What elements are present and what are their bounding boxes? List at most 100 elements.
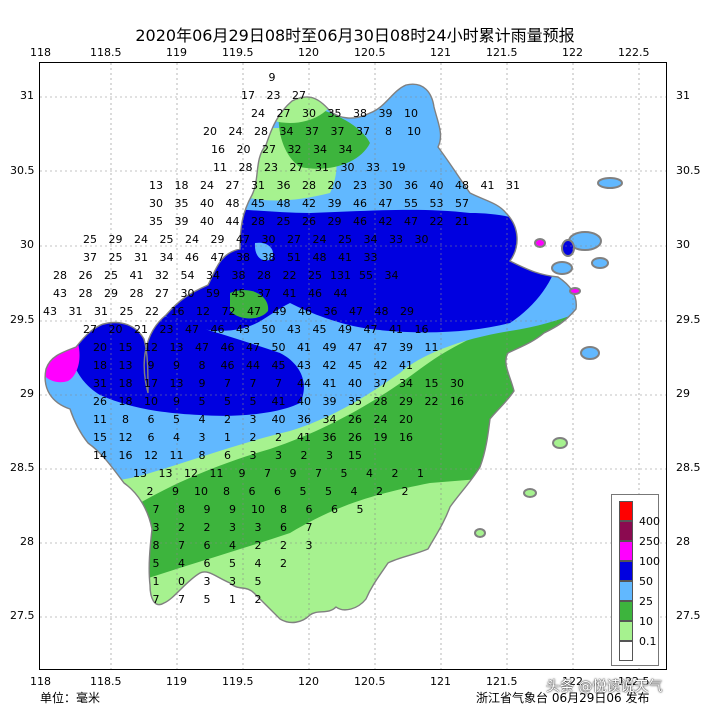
lat-tick-left: 27.5 [10, 609, 35, 622]
station-value: 11 [170, 449, 184, 462]
station-value: 34 [364, 233, 378, 246]
station-value: 1 [417, 467, 424, 480]
lat-tick-right: 28.5 [676, 461, 701, 474]
station-value: 30 [302, 107, 316, 120]
station-value: 42 [323, 359, 337, 372]
station-value: 10 [251, 503, 265, 516]
legend-swatch [619, 561, 633, 581]
station-value: 24 [200, 179, 214, 192]
island [523, 488, 537, 498]
station-value: 33 [389, 233, 403, 246]
station-value: 5 [250, 395, 257, 408]
lon-tick-bottom: 120 [298, 675, 319, 688]
station-value: 41 [399, 359, 413, 372]
station-value: 23 [264, 161, 278, 174]
station-value: 27 [155, 287, 169, 300]
station-value: 30 [415, 233, 429, 246]
legend-swatch [619, 641, 633, 661]
station-value: 1 [153, 575, 160, 588]
station-value: 16 [211, 143, 225, 156]
station-value: 20 [328, 179, 342, 192]
station-value: 32 [155, 269, 169, 282]
station-value: 55 [359, 269, 373, 282]
station-value: 18 [119, 377, 133, 390]
lat-tick-right: 29 [676, 387, 690, 400]
station-value: 23 [160, 323, 174, 336]
islands [474, 177, 623, 538]
station-value: 20 [109, 323, 123, 336]
station-value: 2 [204, 521, 211, 534]
station-value: 37 [356, 125, 370, 138]
map-frame: 9 17 23 27 24 27 30 35 38 39 10 20 24 28 34 37 37 37 8 10 16… [39, 62, 667, 670]
station-value: 3 [255, 521, 262, 534]
station-value: 47 [195, 341, 209, 354]
station-value: 28 [53, 269, 67, 282]
station-value: 5 [325, 485, 332, 498]
station-value: 11 [93, 413, 107, 426]
station-value: 9 [269, 71, 276, 84]
lat-tick-right: 30 [676, 238, 690, 251]
station-value: 14 [93, 449, 107, 462]
station-value: 47 [374, 341, 388, 354]
station-value: 7 [275, 377, 282, 390]
station-value: 6 [249, 485, 256, 498]
station-value: 37 [305, 125, 319, 138]
station-value: 6 [148, 431, 155, 444]
lon-tick-top: 122.5 [618, 46, 650, 59]
station-value: 34 [323, 413, 337, 426]
station-value: 48 [455, 179, 469, 192]
station-value: 7 [153, 593, 160, 606]
station-value: 40 [430, 179, 444, 192]
station-value: 13 [133, 467, 147, 480]
station-value: 45 [232, 287, 246, 300]
station-value: 5 [173, 413, 180, 426]
lon-tick-bottom: 118 [30, 675, 51, 688]
station-value: 21 [134, 323, 148, 336]
station-value: 28 [251, 215, 265, 228]
station-value: 9 [229, 503, 236, 516]
station-value: 7 [153, 503, 160, 516]
station-value: 46 [353, 215, 367, 228]
island [580, 346, 600, 360]
station-value: 50 [262, 323, 276, 336]
station-value: 31 [94, 305, 108, 318]
station-value: 34 [206, 269, 220, 282]
station-value: 47 [185, 323, 199, 336]
station-value: 42 [374, 359, 388, 372]
lon-tick-bottom: 122.5 [618, 675, 650, 688]
station-value: 30 [149, 197, 163, 210]
station-value: 27 [290, 161, 304, 174]
station-value: 35 [328, 107, 342, 120]
island [552, 437, 568, 449]
station-value: 39 [328, 197, 342, 210]
station-value: 9 [290, 467, 297, 480]
station-value: 10 [194, 485, 208, 498]
station-value: 8 [223, 485, 230, 498]
map-title: 2020年06月29日08时至06月30日08时24小时累计雨量预报 [135, 26, 575, 45]
station-value: 22 [430, 215, 444, 228]
lon-tick-bottom: 119.5 [222, 675, 254, 688]
station-value: 35 [175, 197, 189, 210]
station-value: 38 [232, 269, 246, 282]
station-value: 35 [149, 215, 163, 228]
station-value: 4 [229, 539, 236, 552]
station-value: 8 [199, 359, 206, 372]
island [597, 177, 623, 189]
station-value: 46 [211, 323, 225, 336]
station-value: 45 [313, 323, 327, 336]
station-value: 2 [224, 413, 231, 426]
station-value: 5 [229, 557, 236, 570]
station-value: 15 [93, 431, 107, 444]
station-value: 12 [144, 449, 158, 462]
station-value: 7 [178, 593, 185, 606]
station-value: 25 [109, 251, 123, 264]
station-value: 11 [210, 467, 224, 480]
station-value: 36 [323, 431, 337, 444]
station-value: 29 [211, 233, 225, 246]
station-value: 6 [331, 503, 338, 516]
station-value: 25 [277, 215, 291, 228]
station-value: 5 [199, 395, 206, 408]
legend-label: 100 [639, 555, 660, 568]
